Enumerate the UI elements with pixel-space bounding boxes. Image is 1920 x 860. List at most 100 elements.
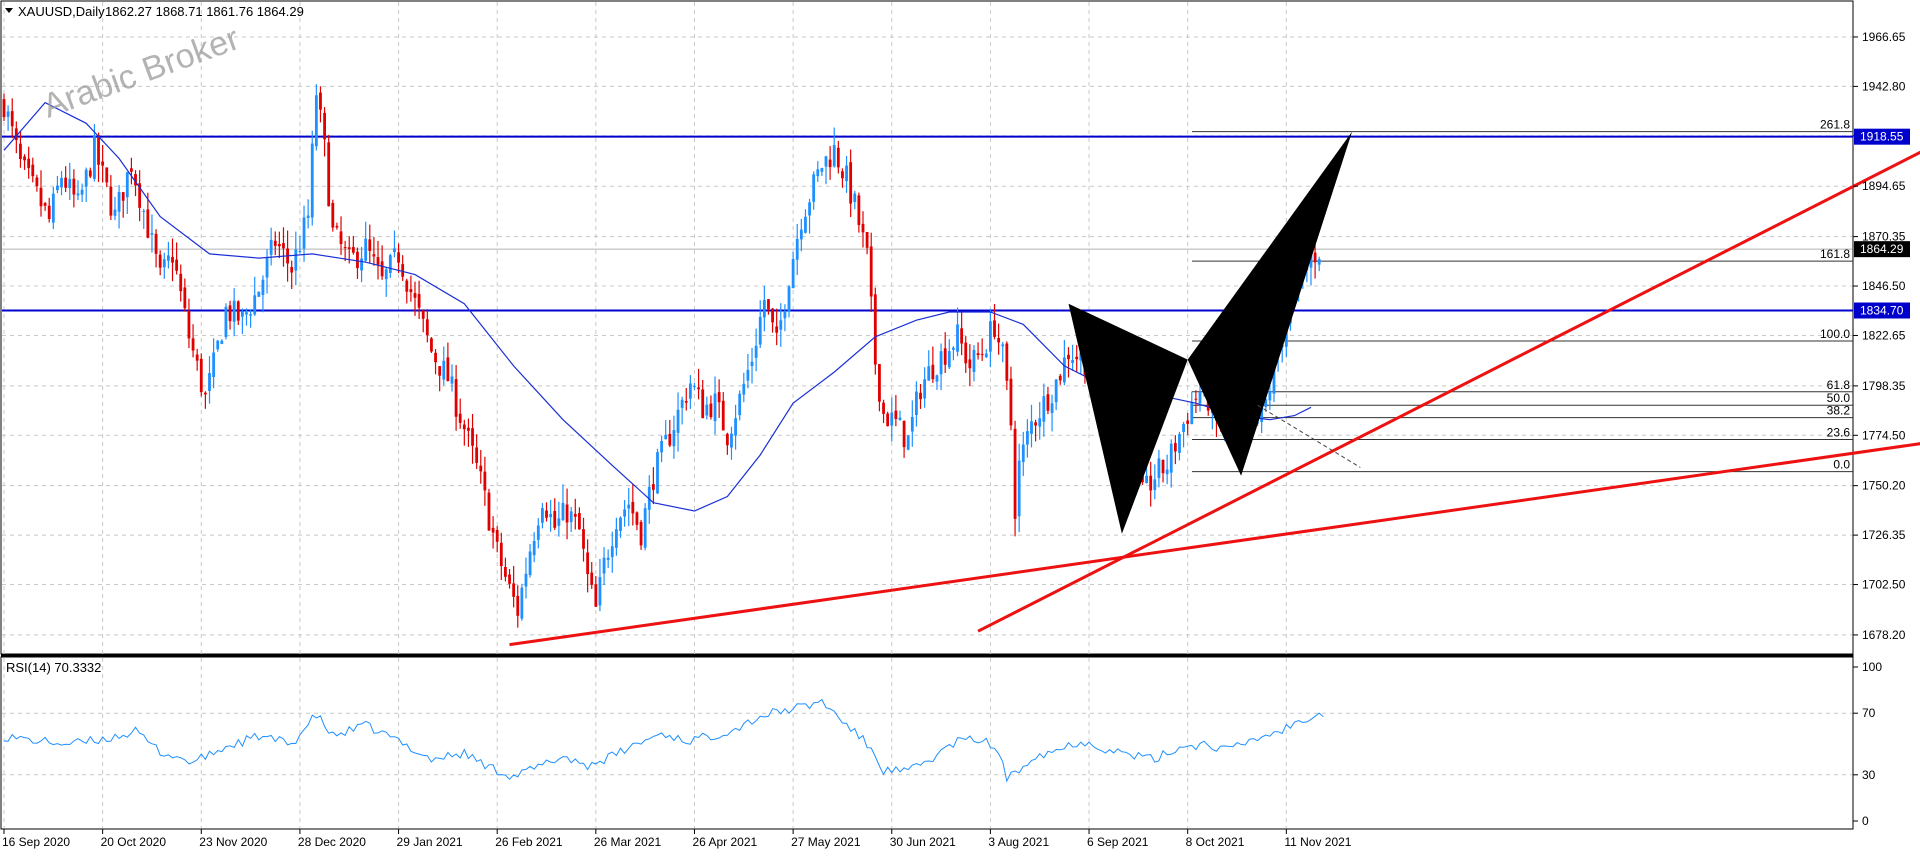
candle-body bbox=[47, 205, 51, 219]
candle-body bbox=[524, 573, 528, 587]
time-tick-label: 20 Oct 2020 bbox=[101, 835, 167, 849]
candle-body bbox=[56, 185, 59, 191]
price-tick-label: 1846.50 bbox=[1862, 279, 1906, 293]
candle-body bbox=[643, 508, 647, 548]
candle-body bbox=[1025, 431, 1029, 445]
candle-body bbox=[1058, 375, 1062, 381]
candle-body bbox=[240, 311, 244, 317]
candle-body bbox=[598, 577, 602, 606]
candle-body bbox=[380, 261, 384, 277]
candle-body bbox=[795, 238, 799, 260]
candle-body bbox=[43, 203, 47, 206]
price-tick-label: 1702.50 bbox=[1862, 578, 1906, 592]
candle-body bbox=[1141, 476, 1144, 483]
time-tick-label: 27 May 2021 bbox=[791, 835, 861, 849]
candle-body bbox=[101, 161, 105, 166]
candle-body bbox=[113, 209, 117, 216]
candle-body bbox=[425, 319, 429, 336]
candle-body bbox=[787, 286, 791, 312]
candle-body bbox=[23, 156, 26, 161]
candle-body bbox=[282, 243, 285, 249]
candle-body bbox=[779, 320, 783, 330]
candle-body bbox=[446, 357, 450, 382]
candle-body bbox=[651, 484, 655, 490]
candle-body bbox=[360, 258, 363, 271]
candle-body bbox=[1021, 444, 1025, 463]
candle-body bbox=[713, 393, 717, 422]
candle-body bbox=[19, 143, 22, 160]
candle-body bbox=[88, 170, 92, 177]
candle-body bbox=[216, 340, 220, 350]
candle-body bbox=[541, 508, 544, 523]
rsi-label: RSI(14) 70.3332 bbox=[6, 660, 101, 675]
fib-label: 261.8 bbox=[1820, 118, 1850, 132]
time-tick-label: 16 Sep 2020 bbox=[2, 835, 70, 849]
candle-body bbox=[746, 369, 750, 381]
candle-body bbox=[972, 350, 976, 372]
candle-body bbox=[162, 259, 166, 268]
candle-body bbox=[331, 202, 335, 228]
candle-body bbox=[849, 162, 853, 204]
candle-body bbox=[1030, 421, 1033, 434]
candle-body bbox=[878, 364, 881, 402]
candle-body bbox=[984, 353, 988, 358]
candle-body bbox=[853, 193, 857, 202]
price-tick-label: 1678.20 bbox=[1862, 628, 1906, 642]
candle-body bbox=[483, 471, 487, 491]
candle-body bbox=[138, 183, 142, 208]
price-tag-bg bbox=[1854, 241, 1910, 258]
candle-body bbox=[343, 247, 347, 249]
grid bbox=[2, 2, 1852, 828]
candle-body bbox=[397, 252, 400, 263]
candle-body bbox=[631, 501, 635, 514]
candle-body bbox=[767, 299, 770, 310]
price-tick-label: 1894.65 bbox=[1862, 179, 1906, 193]
candle-body bbox=[635, 512, 639, 525]
candle-body bbox=[442, 360, 446, 380]
candle-body bbox=[1317, 259, 1321, 265]
trendlines bbox=[509, 150, 1920, 647]
candle-body bbox=[578, 513, 581, 530]
candle-body bbox=[1178, 434, 1181, 453]
candle-body bbox=[812, 174, 816, 202]
candle-body bbox=[882, 402, 885, 414]
candle-body bbox=[754, 345, 758, 358]
trendline bbox=[977, 150, 1920, 633]
candle-body bbox=[935, 375, 939, 382]
candle-body bbox=[902, 420, 906, 448]
candle-body bbox=[799, 229, 803, 240]
candle-body bbox=[376, 257, 380, 265]
candle-body bbox=[832, 145, 836, 167]
time-tick-label: 8 Oct 2021 bbox=[1186, 835, 1245, 849]
candle-body bbox=[602, 557, 606, 574]
candle-body bbox=[187, 310, 191, 339]
harmonic-pattern bbox=[1068, 131, 1361, 534]
candle-body bbox=[195, 354, 199, 361]
candle-body bbox=[277, 244, 281, 247]
candle-body bbox=[1046, 394, 1050, 411]
price-tick-label: 1870.35 bbox=[1862, 230, 1906, 244]
rsi-pane-frame bbox=[0, 656, 1854, 830]
price-tag-bg bbox=[1854, 302, 1910, 319]
candle-body bbox=[1313, 252, 1317, 263]
candle-body bbox=[438, 366, 442, 376]
time-tick-label: 26 Feb 2021 bbox=[495, 835, 563, 849]
price-tag-label: 1834.70 bbox=[1860, 304, 1904, 318]
candle-body bbox=[458, 413, 462, 423]
candle-body bbox=[142, 210, 146, 212]
candle-body bbox=[105, 167, 109, 183]
candle-body bbox=[771, 308, 774, 323]
candle-body bbox=[323, 112, 326, 140]
horizontal-levels bbox=[2, 135, 1853, 312]
candle-body bbox=[820, 167, 824, 172]
candle-body bbox=[561, 502, 565, 521]
candle-body bbox=[873, 294, 877, 365]
candle-body bbox=[245, 312, 248, 315]
triangle-down-icon[interactable] bbox=[5, 8, 13, 13]
candle-body bbox=[1071, 360, 1074, 363]
candle-body bbox=[434, 352, 437, 363]
candle-body bbox=[549, 514, 553, 518]
fib-label: 161.8 bbox=[1820, 247, 1850, 261]
candle-body bbox=[906, 435, 910, 450]
